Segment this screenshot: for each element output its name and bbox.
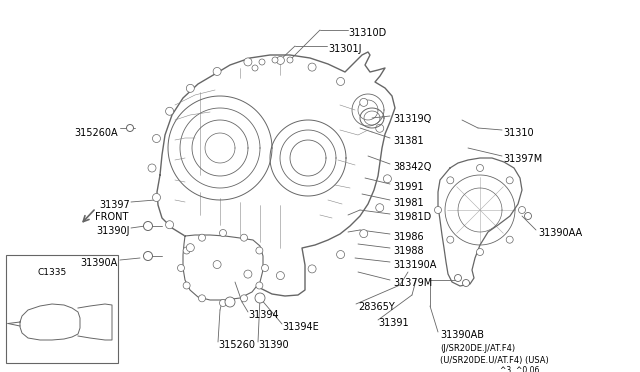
Bar xyxy=(6,255,118,363)
Circle shape xyxy=(337,77,344,86)
Text: ^3  ^0.06: ^3 ^0.06 xyxy=(500,366,540,372)
Circle shape xyxy=(198,295,205,302)
Text: 31981D: 31981D xyxy=(393,212,431,222)
Circle shape xyxy=(213,67,221,76)
Circle shape xyxy=(308,265,316,273)
Circle shape xyxy=(241,234,248,241)
Circle shape xyxy=(337,251,344,259)
Text: 31397M: 31397M xyxy=(503,154,542,164)
Circle shape xyxy=(276,272,284,280)
Circle shape xyxy=(241,295,248,302)
Circle shape xyxy=(262,264,269,272)
Text: FRONT: FRONT xyxy=(95,212,129,222)
Circle shape xyxy=(506,177,513,184)
Text: 31394E: 31394E xyxy=(282,322,319,332)
Polygon shape xyxy=(20,304,80,340)
Circle shape xyxy=(152,193,161,202)
Circle shape xyxy=(166,221,173,229)
Circle shape xyxy=(177,264,184,272)
Circle shape xyxy=(463,279,470,286)
Polygon shape xyxy=(157,52,395,296)
Text: 315260A: 315260A xyxy=(74,128,118,138)
Text: 31390AA: 31390AA xyxy=(538,228,582,238)
Circle shape xyxy=(183,247,190,254)
Text: (J/SR20DE.J/AT.F4): (J/SR20DE.J/AT.F4) xyxy=(440,344,515,353)
Circle shape xyxy=(518,206,525,214)
Text: 31390A: 31390A xyxy=(81,258,118,268)
Circle shape xyxy=(186,84,195,92)
Polygon shape xyxy=(438,158,522,286)
Text: 31390: 31390 xyxy=(258,340,289,350)
Text: 31397: 31397 xyxy=(99,200,130,210)
Circle shape xyxy=(244,270,252,278)
Circle shape xyxy=(435,206,442,214)
Circle shape xyxy=(256,282,263,289)
Circle shape xyxy=(183,282,190,289)
Text: C1335: C1335 xyxy=(37,268,67,277)
Circle shape xyxy=(252,65,258,71)
Text: (U/SR20DE.U/AT.F4) (USA): (U/SR20DE.U/AT.F4) (USA) xyxy=(440,356,548,365)
Circle shape xyxy=(360,98,368,106)
Circle shape xyxy=(198,234,205,241)
Circle shape xyxy=(127,125,134,131)
Circle shape xyxy=(383,175,392,183)
Text: 31391: 31391 xyxy=(378,318,408,328)
Circle shape xyxy=(220,299,227,307)
Text: 31381: 31381 xyxy=(393,136,424,146)
Circle shape xyxy=(186,244,195,252)
Circle shape xyxy=(477,248,483,256)
Text: 31991: 31991 xyxy=(393,182,424,192)
Circle shape xyxy=(360,230,368,238)
Text: 313190A: 313190A xyxy=(393,260,436,270)
Circle shape xyxy=(308,63,316,71)
Text: 31319Q: 31319Q xyxy=(393,114,431,124)
Circle shape xyxy=(376,124,384,132)
Text: 31981: 31981 xyxy=(393,198,424,208)
Circle shape xyxy=(376,204,384,212)
Circle shape xyxy=(506,236,513,243)
Text: 31988: 31988 xyxy=(393,246,424,256)
Circle shape xyxy=(244,58,252,66)
Circle shape xyxy=(148,164,156,172)
Text: 31301J: 31301J xyxy=(328,44,362,54)
Circle shape xyxy=(287,57,293,63)
Text: 31394: 31394 xyxy=(248,310,278,320)
Text: 31379M: 31379M xyxy=(393,278,432,288)
Circle shape xyxy=(220,230,227,237)
Circle shape xyxy=(477,164,483,171)
Circle shape xyxy=(225,297,235,307)
Text: 38342Q: 38342Q xyxy=(393,162,431,172)
Text: 31310: 31310 xyxy=(503,128,534,138)
Text: 31390J: 31390J xyxy=(97,226,130,236)
Circle shape xyxy=(143,221,152,231)
Circle shape xyxy=(447,236,454,243)
Circle shape xyxy=(447,177,454,184)
Text: 31986: 31986 xyxy=(393,232,424,242)
Text: 31310D: 31310D xyxy=(348,28,387,38)
Circle shape xyxy=(259,59,265,65)
Circle shape xyxy=(213,260,221,269)
Text: 28365Y: 28365Y xyxy=(358,302,395,312)
Circle shape xyxy=(152,135,161,142)
Circle shape xyxy=(256,247,263,254)
Polygon shape xyxy=(78,304,112,340)
Circle shape xyxy=(276,57,284,64)
Text: 31390AB: 31390AB xyxy=(440,330,484,340)
Circle shape xyxy=(143,251,152,260)
Circle shape xyxy=(255,293,265,303)
Text: 315260: 315260 xyxy=(218,340,255,350)
Polygon shape xyxy=(183,235,263,300)
Circle shape xyxy=(166,107,173,115)
Circle shape xyxy=(525,212,531,219)
Circle shape xyxy=(272,57,278,63)
Circle shape xyxy=(454,275,461,282)
